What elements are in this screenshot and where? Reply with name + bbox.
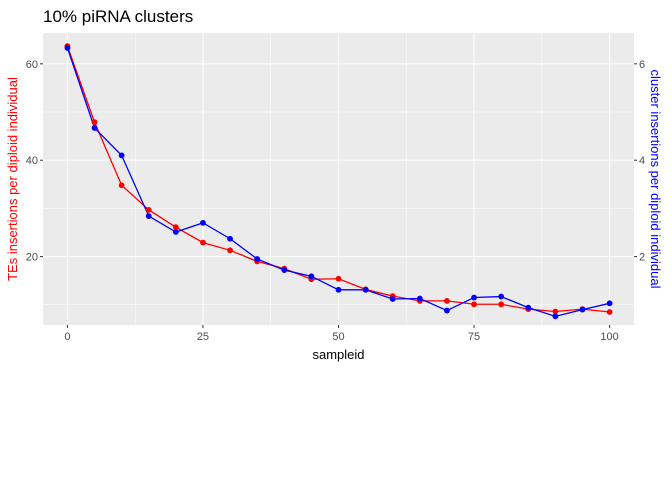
y-right-tick-label: 6 (639, 59, 645, 71)
tick-labels: 0 25 50 75 100 20 40 60 2 4 6 (26, 59, 645, 343)
series-points (64, 43, 613, 320)
cluster-series-point (64, 45, 71, 51)
y-axis-left-title: TEs insertions per diploid individual (5, 77, 20, 281)
x-axis-title: sampleid (312, 347, 364, 362)
cluster-series-point (172, 229, 179, 235)
cluster-series-point (471, 294, 477, 301)
te-series-point (200, 239, 206, 246)
cluster-series-point (308, 273, 315, 280)
chart-title: 10% piRNA clusters (43, 7, 193, 26)
x-tick-label: 50 (332, 331, 344, 343)
cluster-series-point (416, 295, 423, 302)
x-tick-label: 75 (468, 331, 480, 343)
tick-marks (40, 63, 637, 328)
cluster-series-point (118, 152, 125, 159)
cluster-series-point (444, 307, 450, 314)
cluster-series-point (335, 286, 342, 293)
x-tick-label: 100 (600, 331, 618, 343)
te-series-point (444, 298, 450, 304)
cluster-series-point (362, 286, 369, 293)
te-series-point (145, 206, 152, 213)
cluster-series-point (579, 306, 586, 313)
y-left-tick-label: 60 (26, 59, 38, 71)
cluster-series-point (200, 219, 206, 226)
cluster-series-point (498, 293, 505, 300)
te-series-point (172, 224, 179, 231)
te-series-point (606, 309, 613, 315)
y-left-tick-label: 40 (26, 155, 38, 167)
x-tick-label: 0 (64, 331, 70, 343)
cluster-series-point (281, 267, 288, 273)
cluster-series-point (389, 296, 396, 302)
y-axis-right-title: cluster insertions per diploid individua… (648, 70, 663, 289)
y-right-tick-label: 2 (639, 252, 645, 264)
cluster-series-point (606, 300, 613, 307)
y-right-tick-label: 4 (639, 155, 645, 167)
cluster-series-point (91, 125, 98, 131)
te-series-point (91, 119, 98, 126)
te-series-point (227, 247, 233, 254)
te-series-point (552, 308, 559, 315)
cluster-series-point (552, 313, 559, 320)
te-series-point (498, 301, 505, 308)
te-series-point (471, 301, 477, 308)
y-left-tick-label: 20 (26, 252, 38, 264)
cluster-series-point (227, 235, 233, 242)
te-series-point (118, 182, 125, 189)
x-tick-label: 25 (197, 331, 209, 343)
cluster-series-point (145, 213, 152, 220)
cluster-series-point (525, 304, 532, 311)
cluster-series-point (254, 256, 261, 262)
te-series-point (335, 275, 342, 282)
